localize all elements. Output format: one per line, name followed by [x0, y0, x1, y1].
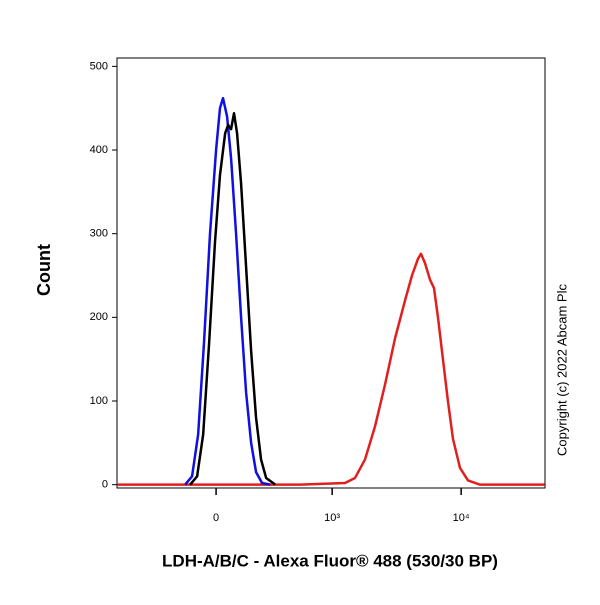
series-line	[189, 111, 277, 486]
y-tick-label: 300	[90, 228, 108, 240]
plot-frame	[116, 57, 546, 489]
y-tick-label: 0	[102, 479, 108, 491]
series-line	[184, 96, 271, 486]
y-tick-label: 500	[90, 60, 108, 72]
x-tick-label: 10³	[324, 512, 340, 524]
y-tick-label: 200	[90, 311, 108, 323]
series-line	[117, 252, 545, 486]
x-tick-label: 0	[213, 512, 219, 524]
copyright: Copyright (c) 2022 Abcam Plc	[554, 284, 569, 456]
y-axis-title: Count	[34, 244, 54, 296]
x-tick-label: 10⁴	[453, 512, 470, 524]
x-axis-title: LDH-A/B/C - Alexa Fluor® 488 (530/30 BP)	[162, 551, 498, 570]
y-tick-label: 400	[90, 144, 108, 156]
y-tick-label: 100	[90, 395, 108, 407]
